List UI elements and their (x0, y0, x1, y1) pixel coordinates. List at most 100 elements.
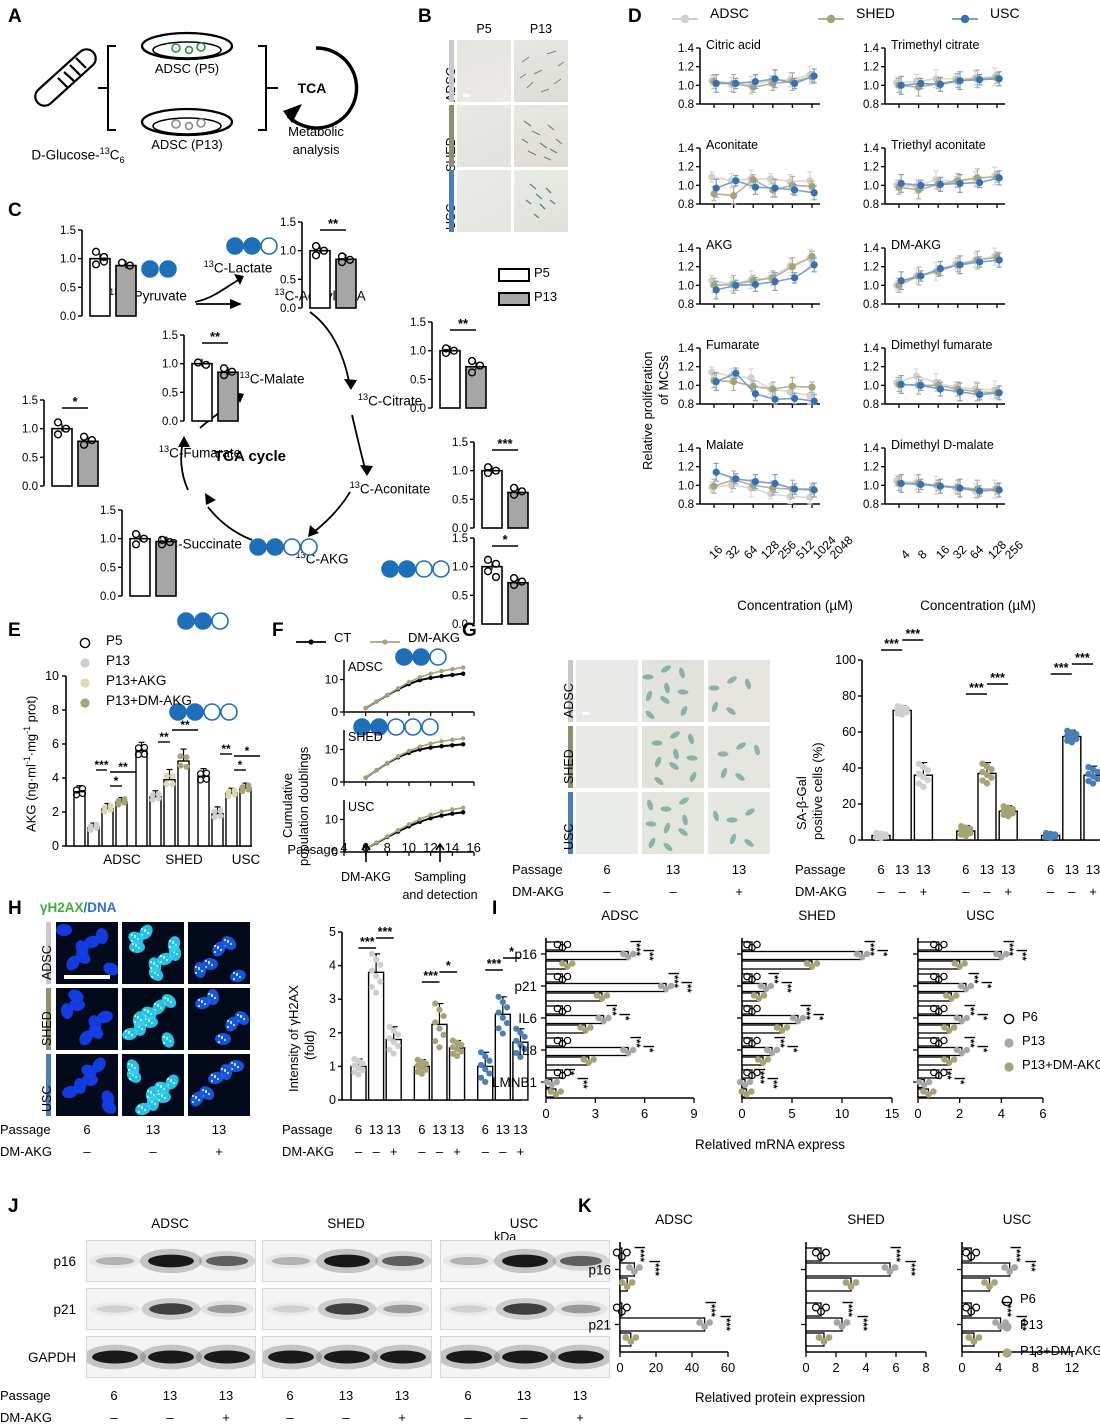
panel-g-row-adsc: ADSC (562, 683, 576, 718)
panel-c-legend-label-p13: P13 (534, 289, 558, 304)
svg-text:1.0: 1.0 (678, 180, 694, 192)
panel-b-bar-shed (449, 105, 454, 167)
svg-text:***: *** (423, 969, 438, 983)
panel-e-group-adsc: ADSC (103, 852, 141, 867)
panel-g-img-dmakg-0: – (603, 884, 611, 899)
panel-b-bar-usc (449, 170, 454, 232)
panel-h-img-dmakg-2: + (215, 1144, 223, 1159)
panel-h-bar-passage-1: 13 (368, 1122, 384, 1137)
panel-k-sig-adsc-p16-b: |*** (649, 1260, 662, 1276)
panel-d-subplot-dm-akg: 1.4 1.2 1.0 0.8 DM-AKG (863, 238, 1005, 311)
panel-i-sig-usc-IL6-a: |** (963, 1004, 976, 1016)
panel-c-chart-aconitate: 1.5 1.0 0.5 0.0 *** (452, 436, 529, 535)
svg-text:0.8: 0.8 (863, 399, 879, 411)
svg-text:2: 2 (956, 1106, 963, 1121)
panel-c-node-lactate: 13C-Lactate (203, 259, 273, 276)
panel-h-row-adsc: ADSC (40, 945, 54, 980)
svg-text:***: *** (378, 925, 393, 939)
svg-text:0.0: 0.0 (452, 619, 468, 631)
svg-text:***: *** (969, 681, 984, 695)
panel-h-row-usc: USC (40, 1085, 54, 1112)
panel-g-scale-bar (582, 712, 589, 715)
panel-h-image-adsc-2 (188, 922, 250, 984)
panel-h-image-usc-1 (122, 1054, 184, 1116)
svg-text:p21: p21 (514, 979, 537, 994)
panel-j-dmakg-2: + (222, 1410, 230, 1425)
panel-label-e: E (8, 620, 21, 641)
panel-i-legend-label-2: P13+DM-AKG (1022, 1057, 1100, 1072)
panel-e-legend-label-p13+dm-akg: P13+DM-AKG (106, 693, 192, 708)
panel-g-axes: 100 80 60 40 20 0 *** *** *** *** *** *** (835, 627, 1100, 847)
panel-i-sig-adsc-IL6-b: |* (618, 1013, 631, 1021)
svg-text:6: 6 (641, 1106, 648, 1121)
svg-text:20: 20 (842, 797, 856, 811)
svg-text:80: 80 (842, 689, 856, 703)
panel-c-chart-lactate: 1.5 1.0 0.5 0.0 ** (280, 216, 357, 315)
panel-j-blot-p21-adsc (86, 1288, 256, 1330)
svg-text:20: 20 (649, 1360, 663, 1375)
panel-a-dish-top-label: ADSC (P5) (154, 61, 220, 76)
panel-g-image-usc-0 (576, 792, 638, 854)
panel-i-sig-usc-p21-b: |* (980, 981, 993, 989)
panel-c-node-succinate: 13C-Succinate (158, 535, 242, 552)
svg-text:1.4: 1.4 (863, 243, 880, 255)
panel-j-dmakg-0: – (110, 1410, 118, 1425)
panel-g-bar-passage-4: 13 (979, 862, 995, 877)
panel-k-legend-dot-1 (1002, 1322, 1012, 1332)
svg-text:DM-AKG: DM-AKG (891, 238, 941, 252)
panel-e-legend-label-p5: P5 (106, 633, 123, 648)
panel-h-bar-dmakg-1: – (372, 1144, 380, 1159)
panel-h-image-adsc-1 (122, 922, 184, 984)
svg-text:1.5: 1.5 (452, 533, 468, 545)
panel-j-passage-1: 13 (162, 1388, 178, 1403)
svg-text:0: 0 (52, 839, 59, 853)
panel-d-subplot-aconitate: 1.4 1.2 1.0 0.8 Aconitate (678, 138, 820, 211)
panel-f-ylabel-line1: Cumulative (280, 772, 295, 838)
panel-d-subplot-triethyl-aconitate: 1.4 1.2 1.0 0.8 Triethyl aconitate (863, 138, 1005, 211)
panel-d-subplot-akg: 1.4 1.2 1.0 0.8 AKG (678, 238, 820, 311)
panel-i-group-adsc: ADSC (601, 908, 639, 923)
svg-text:*: * (509, 945, 514, 959)
panel-d-subplot-dimethyl-fumarate: 1.4 1.2 1.0 0.8 Dimethyl fumarate (863, 338, 1005, 411)
svg-text:Dimethyl D-malate: Dimethyl D-malate (891, 438, 994, 452)
panel-b-image-adsc-p5 (457, 40, 511, 102)
panel-h-img-dmakg-label: DM-AKG (0, 1144, 52, 1159)
panel-j-blot-gapdh-adsc (86, 1336, 256, 1378)
svg-text:8: 8 (52, 703, 59, 717)
panel-c-chart-succinate: 1.5 1.0 0.5 0.0 (100, 505, 177, 603)
panel-h-scale-bar (64, 975, 110, 979)
panel-g-bar-passage-5: 13 (1000, 862, 1016, 877)
panel-j-dmakg-3: – (286, 1410, 294, 1425)
svg-text:6: 6 (1039, 1106, 1046, 1121)
panel-k-subplot-adsc: 0 20 40 60 p16 p21 (588, 1242, 735, 1375)
svg-text:1.0: 1.0 (22, 424, 38, 436)
svg-text:1.2: 1.2 (863, 62, 879, 74)
svg-text:40: 40 (842, 761, 856, 775)
svg-text:4: 4 (998, 1106, 1005, 1121)
panel-j-passage-8: 13 (572, 1388, 588, 1403)
svg-text:1.5: 1.5 (100, 505, 116, 517)
svg-text:0: 0 (802, 1360, 809, 1375)
panel-f-arrows (361, 842, 445, 862)
svg-text:2: 2 (832, 1360, 839, 1375)
panel-c-chart-fumarate: 1.5 1.0 0.5 0.0 * (22, 394, 99, 493)
svg-text:Malate: Malate (706, 438, 744, 452)
panel-i-sig-usc-p16-a: |*** (1003, 940, 1016, 956)
panel-g-image-adsc-2 (708, 660, 770, 722)
svg-text:0.8: 0.8 (678, 99, 694, 111)
svg-text:Fumarate: Fumarate (706, 338, 760, 352)
panel-d-xtick-right-8: 8 (915, 547, 930, 562)
panel-g-img-dmakg-1: – (669, 884, 677, 899)
panel-h-img-passage-0: 6 (83, 1122, 91, 1137)
panel-d-ylabel-line1: Relative proliferation (640, 351, 655, 470)
panel-label-h: H (8, 898, 22, 919)
panel-i-xlabel: Relatived mRNA express (694, 1137, 846, 1152)
svg-text:4: 4 (52, 771, 59, 785)
panel-h-title-dna: /DNA (83, 900, 117, 915)
svg-text:1.0: 1.0 (863, 80, 879, 92)
panel-f-legend-label-dmakg: DM-AKG (408, 630, 460, 645)
svg-text:p21: p21 (588, 1318, 611, 1333)
svg-text:0.5: 0.5 (452, 494, 468, 506)
panel-j-row-p16: p16 (53, 1254, 76, 1269)
